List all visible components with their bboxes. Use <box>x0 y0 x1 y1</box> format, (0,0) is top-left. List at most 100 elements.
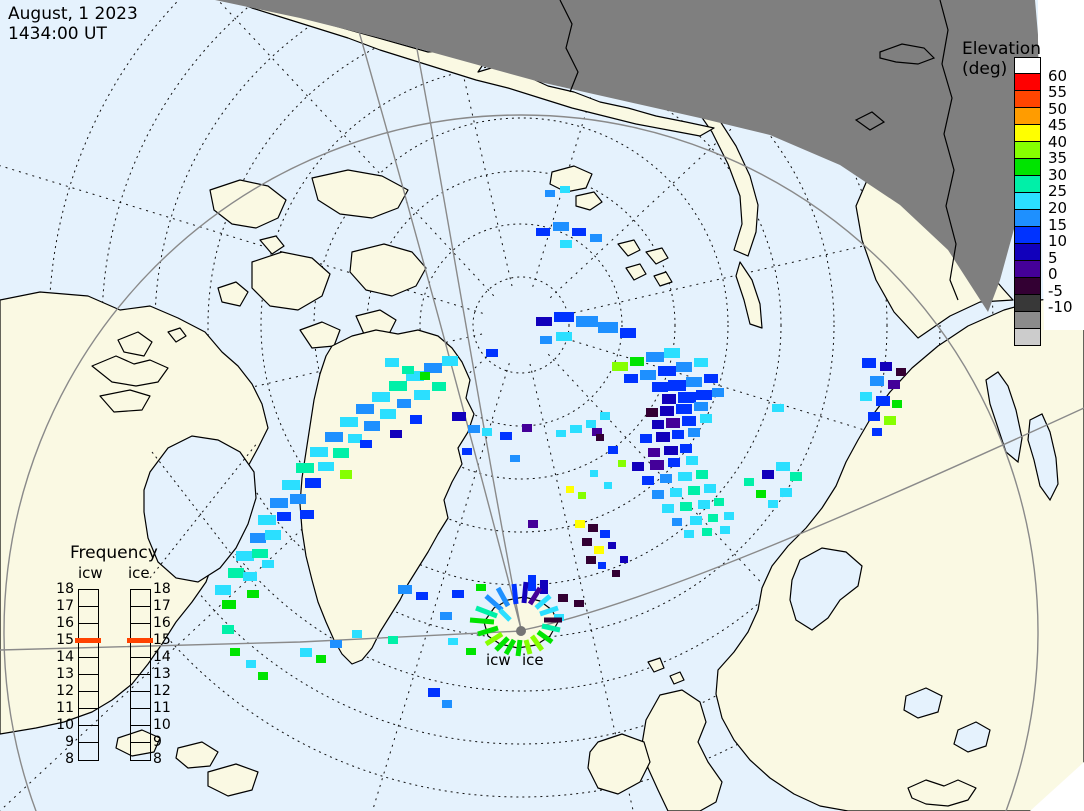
beam-line <box>407 0 522 630</box>
echo-cell <box>258 672 268 680</box>
colorbar-label: -10 <box>1048 298 1073 317</box>
echo-cell <box>632 462 644 471</box>
landmass <box>349 243 427 297</box>
echo-cell <box>258 515 276 525</box>
echo-cell <box>744 478 754 486</box>
site-ray <box>484 631 504 647</box>
latitude-ring <box>366 170 676 480</box>
shadow-coastline <box>854 111 886 131</box>
echo-cell <box>620 328 636 338</box>
echo-cell <box>572 228 586 236</box>
echo-cell <box>566 486 574 493</box>
site-ray <box>527 586 543 606</box>
timestamp-text: August, 1 2023 1434:00 UT <box>8 4 138 44</box>
echo-cell <box>316 655 326 663</box>
echo-cell <box>604 482 612 489</box>
colorbar-label: 50 <box>1048 99 1068 118</box>
ladder-rung <box>131 709 150 726</box>
echo-cell <box>790 472 802 481</box>
site-ray <box>541 623 561 633</box>
echo-cell <box>318 462 334 471</box>
colorbar-box <box>1014 142 1041 159</box>
date-line: August, 1 2023 <box>8 4 138 24</box>
echo-cell <box>310 447 328 457</box>
site-ray <box>477 625 499 637</box>
echo-cell <box>630 357 644 366</box>
echo-cell <box>652 382 668 392</box>
echo-cell <box>640 370 656 380</box>
frequency-tick: 13 <box>56 666 74 682</box>
echo-cell <box>536 228 550 236</box>
echo-cell <box>662 394 676 404</box>
echo-cell <box>686 456 698 465</box>
site-ray <box>529 634 545 652</box>
echo-cell <box>397 399 411 408</box>
colorbar-label: 5 <box>1048 248 1058 267</box>
frequency-tick: 9 <box>153 734 162 750</box>
landmass <box>355 309 397 337</box>
frequency-tick: 18 <box>153 581 171 597</box>
echo-cell <box>554 312 574 322</box>
echo-cell <box>545 190 555 197</box>
echo-cell <box>586 420 596 428</box>
elevation-colorbar <box>1014 57 1041 346</box>
echo-cell <box>704 484 716 493</box>
landmass <box>99 389 151 413</box>
echo-cell <box>372 392 390 402</box>
landmass <box>625 263 647 281</box>
frequency-tick: 13 <box>153 666 171 682</box>
frequency-marker-ice <box>127 638 153 643</box>
colorbar-label: 0 <box>1048 265 1058 284</box>
frequency-tick: 10 <box>153 717 171 733</box>
echo-cell <box>776 462 790 471</box>
echo-cell <box>624 374 638 383</box>
echo-cell <box>870 376 884 386</box>
ladder-rung <box>79 692 98 709</box>
site-ray <box>495 586 511 608</box>
echo-cell <box>340 470 352 479</box>
echo-cell <box>600 530 610 538</box>
echo-cell <box>880 362 892 371</box>
echo-cell <box>594 546 604 554</box>
landmass <box>259 235 285 255</box>
echo-cell <box>690 516 702 525</box>
echo-cell <box>576 316 598 327</box>
landmass <box>311 169 409 219</box>
inland-sea <box>1027 413 1059 502</box>
echo-cell <box>650 460 664 470</box>
echo-cell <box>352 630 362 638</box>
colorbar-box <box>1014 193 1041 210</box>
echo-cell <box>660 406 674 416</box>
colorbar-title: Elevation (deg) <box>962 39 1041 79</box>
ray-starburst-layer <box>469 581 562 657</box>
site-ray <box>521 581 529 604</box>
echo-cell <box>570 425 582 433</box>
colorbar-box <box>1014 278 1041 295</box>
echo-cell <box>452 590 464 598</box>
colorbar-box <box>1014 227 1041 244</box>
echo-cell <box>646 408 658 417</box>
echo-cell <box>714 498 724 506</box>
echo-cell <box>442 356 458 366</box>
frequency-tick: 17 <box>153 598 171 614</box>
inland-sea <box>903 687 943 719</box>
echo-cell <box>656 432 670 442</box>
frequency-tick: 12 <box>153 683 171 699</box>
echo-cell <box>385 358 399 367</box>
echo-cell <box>578 492 586 499</box>
echo-cell <box>364 421 380 431</box>
echo-cell <box>678 392 696 403</box>
colorbar-label: 25 <box>1048 182 1068 201</box>
echo-cell <box>872 428 882 436</box>
colorbar-box <box>1014 261 1041 278</box>
latitude-ring <box>154 0 888 692</box>
inland-sea <box>143 435 257 583</box>
echo-cell <box>684 530 694 538</box>
meridian-spoke <box>0 351 493 811</box>
beam-line <box>349 0 522 630</box>
ladder-rung <box>79 726 98 743</box>
echo-cell <box>252 549 268 558</box>
echo-cell <box>500 432 512 440</box>
echo-cell <box>448 638 458 645</box>
